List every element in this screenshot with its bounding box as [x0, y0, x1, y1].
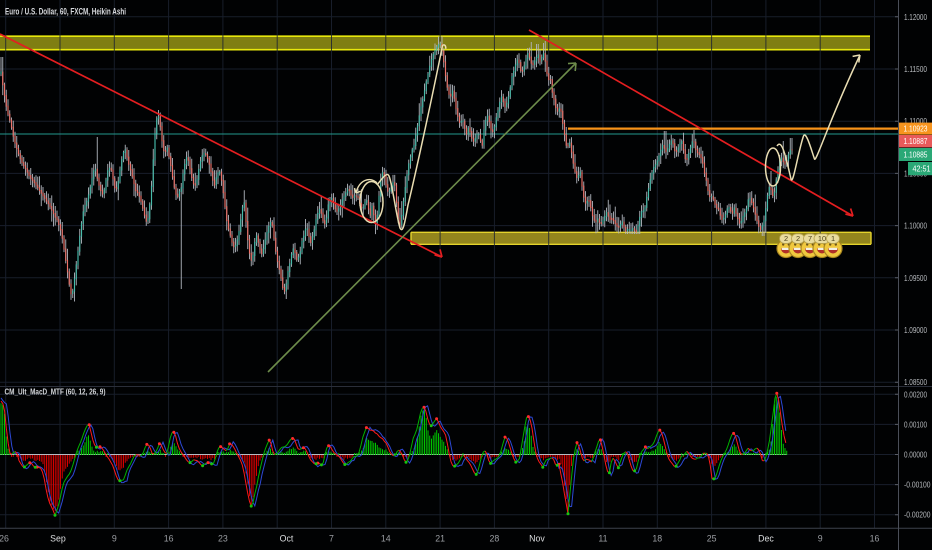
svg-text:0.00000: 0.00000 [904, 451, 927, 460]
svg-text:1.10000: 1.10000 [904, 222, 927, 231]
svg-text:16: 16 [164, 534, 174, 544]
svg-text:Dec: Dec [758, 534, 774, 544]
svg-text:CM_Ult_MacD_MTF (60, 12, 26, 9: CM_Ult_MacD_MTF (60, 12, 26, 9) [5, 388, 106, 397]
svg-text:1.09500: 1.09500 [904, 274, 927, 283]
svg-text:9: 9 [818, 534, 823, 544]
svg-text:9: 9 [112, 534, 117, 544]
svg-text:14: 14 [381, 534, 391, 544]
svg-text:1.11000: 1.11000 [904, 117, 927, 126]
svg-text:7: 7 [808, 234, 812, 243]
svg-text:0.00200: 0.00200 [904, 390, 927, 399]
svg-text:25: 25 [707, 534, 717, 544]
svg-text:42:51: 42:51 [913, 165, 931, 174]
svg-text:21: 21 [435, 534, 445, 544]
svg-text:Oct: Oct [280, 534, 294, 544]
svg-text:Euro / U.S. Dollar, 60, FXCM,: Euro / U.S. Dollar, 60, FXCM, Heikin Ash… [5, 7, 126, 17]
svg-text:1.10885: 1.10885 [904, 150, 928, 159]
svg-text:26: 26 [0, 534, 9, 544]
svg-text:-0.00200: -0.00200 [904, 511, 931, 520]
svg-text:1.12000: 1.12000 [904, 13, 927, 22]
svg-text:-0.00100: -0.00100 [904, 481, 931, 490]
svg-text:1.08500: 1.08500 [904, 378, 927, 387]
svg-text:1: 1 [831, 234, 835, 243]
svg-text:11: 11 [598, 534, 607, 544]
svg-text:2: 2 [784, 234, 788, 243]
svg-text:18: 18 [652, 534, 662, 544]
svg-text:1.10923: 1.10923 [904, 125, 928, 134]
svg-text:1.09000: 1.09000 [904, 326, 927, 335]
svg-text:10: 10 [818, 234, 826, 243]
svg-text:Nov: Nov [529, 534, 545, 544]
svg-text:0.00100: 0.00100 [904, 420, 927, 429]
svg-text:28: 28 [490, 534, 500, 544]
svg-text:7: 7 [329, 534, 334, 544]
svg-text:23: 23 [218, 534, 228, 544]
svg-text:16: 16 [870, 534, 880, 544]
svg-text:2: 2 [796, 234, 800, 243]
svg-text:Sep: Sep [50, 534, 66, 544]
svg-text:1.11500: 1.11500 [904, 65, 927, 74]
svg-text:1.10887: 1.10887 [904, 137, 928, 146]
